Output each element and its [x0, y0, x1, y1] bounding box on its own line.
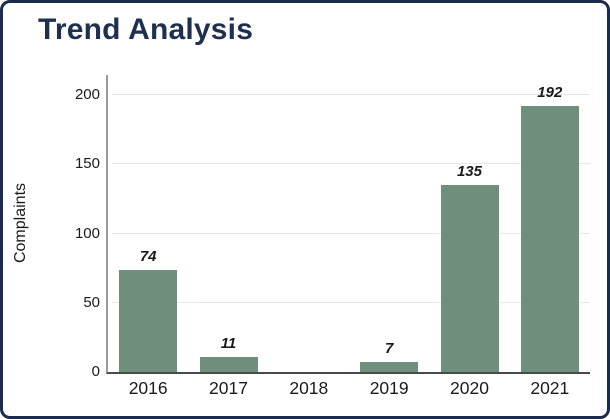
x-tick-label-2017: 2017 [209, 378, 248, 398]
gridline-200 [112, 94, 590, 95]
plot-area: 0 50 100 150 200 74 2016 11 2017 2018 7 2019 135 2020… [75, 75, 590, 398]
y-tick-label-50: 50 [83, 293, 100, 311]
bar-value-label-2020: 135 [456, 163, 482, 181]
x-tick-label-2019: 2019 [369, 378, 409, 398]
bar-2016 [119, 269, 178, 372]
bar-2021 [520, 106, 579, 372]
bar-value-label-2017: 11 [220, 334, 237, 352]
bar-value-label-2019: 7 [384, 340, 394, 358]
chart-title: Trend Analysis [38, 13, 254, 46]
bar-2017 [199, 356, 258, 372]
y-tick-label-200: 200 [74, 86, 100, 103]
y-tick-label-150: 150 [74, 155, 100, 173]
gridline-100 [112, 232, 590, 234]
bar-2019 [360, 362, 419, 372]
bar-2020 [440, 185, 499, 372]
bar-value-label-2016: 74 [139, 247, 157, 265]
bar-value-label-2021: 192 [537, 84, 563, 102]
x-tick-label-2021: 2021 [530, 378, 570, 398]
y-axis-label: Complaints [12, 182, 29, 264]
y-tick-label-0: 0 [91, 363, 100, 380]
x-tick-label-2020: 2020 [450, 378, 489, 398]
gridline-150 [112, 163, 590, 165]
gridline-50 [112, 301, 590, 303]
x-tick-label-2016: 2016 [128, 378, 168, 398]
x-tick-label-2018: 2018 [289, 378, 329, 398]
y-tick-label-100: 100 [74, 224, 100, 242]
